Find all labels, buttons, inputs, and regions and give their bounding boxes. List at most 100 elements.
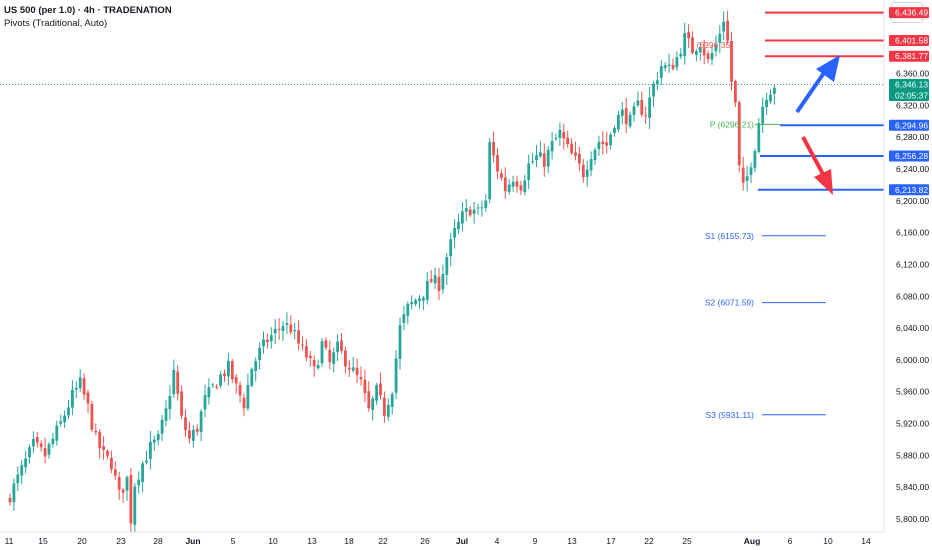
candle-body [98,431,102,449]
candle [35,431,39,448]
price-tick-label: 5,920.00 [896,419,929,429]
candle [59,414,63,427]
candle-body [390,394,394,407]
candle-body [293,330,297,332]
candle-body [667,64,671,67]
candle [761,97,765,133]
candle [55,420,59,446]
candle-body [441,273,445,290]
time-tick-label: 22 [644,536,654,546]
candle-body [550,141,554,152]
candle-body [418,298,421,302]
candle [316,359,320,370]
candle [656,72,659,91]
support-tag-text: 6,256.28 [895,151,928,161]
candle-body [480,207,484,209]
candle [269,327,273,349]
candle [597,135,601,156]
candle-body [445,257,449,275]
candle [730,32,733,91]
candle-body [402,314,406,324]
candle [328,340,332,370]
candle-body [511,181,515,187]
candle [12,478,16,511]
candle-body [429,279,433,282]
candle-body [773,87,776,94]
price-tick-label: 6,120.00 [896,259,929,269]
candle-body [234,377,238,384]
candle-body [449,239,453,257]
candle [266,333,269,349]
time-tick-label: 4 [495,536,500,546]
candle-body [726,20,729,41]
candle [710,45,714,65]
candle [749,162,753,184]
time-tick-label: 17 [606,536,616,546]
candle [141,460,144,493]
candle [507,179,511,195]
candle [152,435,156,451]
candle-body [613,128,616,133]
candle [578,146,581,172]
candle-body [250,369,254,386]
candle-body [628,114,632,127]
candle [347,360,351,378]
candle [51,432,55,448]
candle-body [500,173,503,178]
candle [632,102,636,122]
candle [238,381,242,403]
resistance-tag-text: 6,436.49 [895,8,928,18]
candle [464,199,468,222]
candle [636,91,640,108]
candle-body [714,44,718,52]
candle-body [761,106,765,124]
candle-body [507,184,511,192]
current-price-tag-text: 6,346.13 [895,80,928,90]
candle-body [203,395,207,410]
candle-body [706,53,710,59]
candle [652,80,655,107]
candle [461,201,464,232]
candle [394,349,398,400]
candle-body [59,421,63,424]
candle [16,466,20,491]
candle-body [269,335,273,342]
candle-body [191,429,195,441]
candle [511,175,515,192]
candle-body [363,379,367,394]
candle [281,321,285,341]
candle-body [355,367,359,376]
candle [137,471,141,494]
candle-body [90,403,94,430]
candle-body [320,341,324,364]
candle [500,169,503,181]
price-tick-label: 6,280.00 [896,132,929,142]
candle-body [675,57,679,68]
candle-body [195,428,199,432]
candle [180,385,183,420]
candle-body [566,137,570,145]
candle [234,373,238,394]
candle [168,385,172,421]
candle-body [351,367,355,371]
indicator-legend[interactable]: Pivots (Traditional, Auto) [4,18,108,29]
candle-body [149,441,152,459]
candle-body [316,365,320,369]
candle [757,117,761,154]
candle-body [519,185,523,191]
pivot-label: S3 (5931.11) [705,410,754,420]
candle [488,137,492,204]
candle-body [737,102,741,166]
candle-body [425,281,429,300]
candle-body [652,83,655,97]
candle-body [531,161,534,163]
candle [683,22,687,65]
current-price-tag-countdown: 02:05:37 [895,91,928,101]
candle [188,421,191,444]
candle [172,359,176,398]
candle [585,160,589,187]
candle-body [769,94,772,102]
candle [418,294,421,309]
candle [324,337,328,351]
